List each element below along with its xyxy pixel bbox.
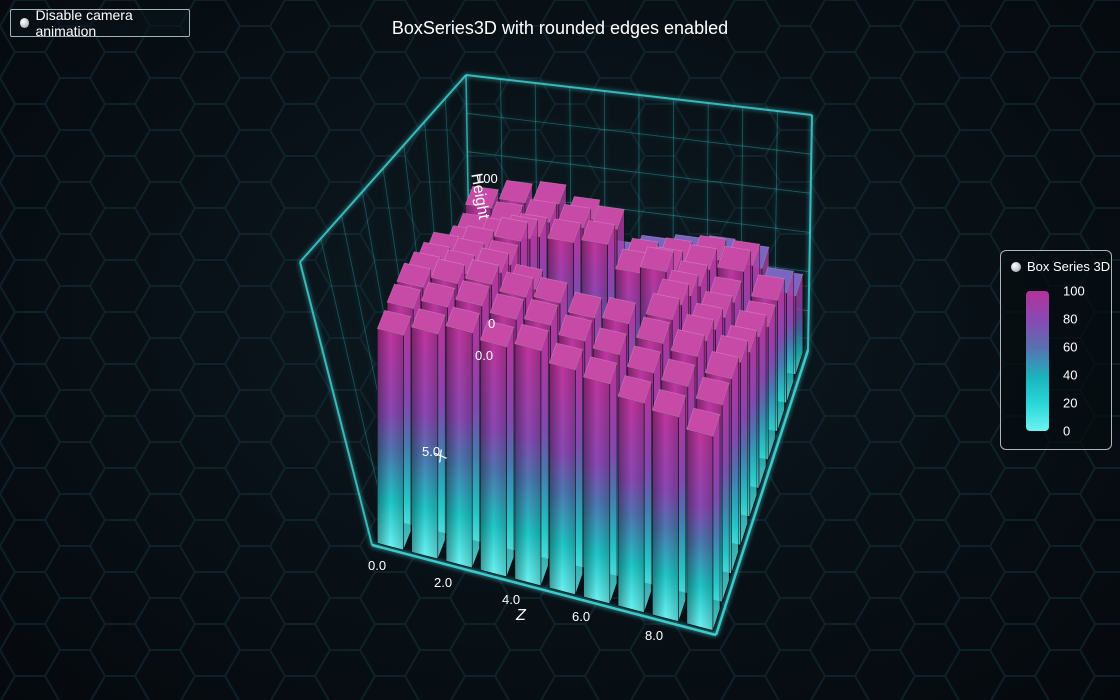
bar-box — [376, 309, 412, 551]
radio-indicator-icon — [20, 18, 30, 28]
chart-title: BoxSeries3D with rounded edges enabled — [391, 18, 729, 38]
bar-box — [548, 342, 584, 596]
frame-line — [466, 112, 812, 155]
frame-line — [714, 349, 810, 636]
bar-box — [514, 323, 549, 587]
box-series-3d — [376, 179, 804, 631]
x-tick-5: 5.0 — [422, 444, 441, 459]
z-tick-8: 8.0 — [645, 628, 664, 643]
bar-box — [583, 356, 618, 605]
bar-box — [651, 388, 687, 622]
legend-series-name: Box Series 3D — [1027, 259, 1111, 274]
legend-color-scale — [1026, 291, 1049, 431]
legend-tick-60: 60 — [1063, 339, 1078, 355]
x-tick-0: 0.0 — [475, 348, 494, 363]
height-tick-100: 100 — [476, 171, 498, 186]
height-tick-0: 0 — [488, 316, 496, 331]
legend-tick-40: 40 — [1063, 367, 1078, 383]
z-tick-4: 4.0 — [502, 592, 521, 607]
bar-box — [686, 407, 721, 631]
z-tick-2: 2.0 — [434, 575, 453, 590]
z-axis-label: Z — [516, 607, 526, 624]
legend-tick-20: 20 — [1063, 395, 1078, 411]
frame-line — [371, 543, 717, 637]
bar-box — [445, 306, 481, 569]
frame-line — [467, 151, 811, 194]
bar-box — [617, 375, 652, 614]
legend[interactable]: Box Series 3D 100 80 60 40 20 0 — [1000, 250, 1112, 450]
disable-camera-animation-button[interactable]: Disable camera animation — [10, 7, 190, 39]
toggle-label: Disable camera animation — [35, 7, 133, 39]
frame-line — [320, 238, 385, 516]
legend-header[interactable]: Box Series 3D — [1011, 259, 1110, 274]
legend-tick-80: 80 — [1063, 311, 1078, 327]
z-tick-6: 6.0 — [572, 609, 591, 624]
bar-box — [411, 308, 446, 560]
legend-series-icon — [1011, 261, 1021, 272]
legend-tick-100: 100 — [1063, 283, 1085, 299]
frame-line — [299, 261, 373, 546]
z-tick-0: 0.0 — [368, 558, 387, 573]
bar-box — [479, 320, 515, 578]
legend-tick-0: 0 — [1063, 423, 1071, 439]
